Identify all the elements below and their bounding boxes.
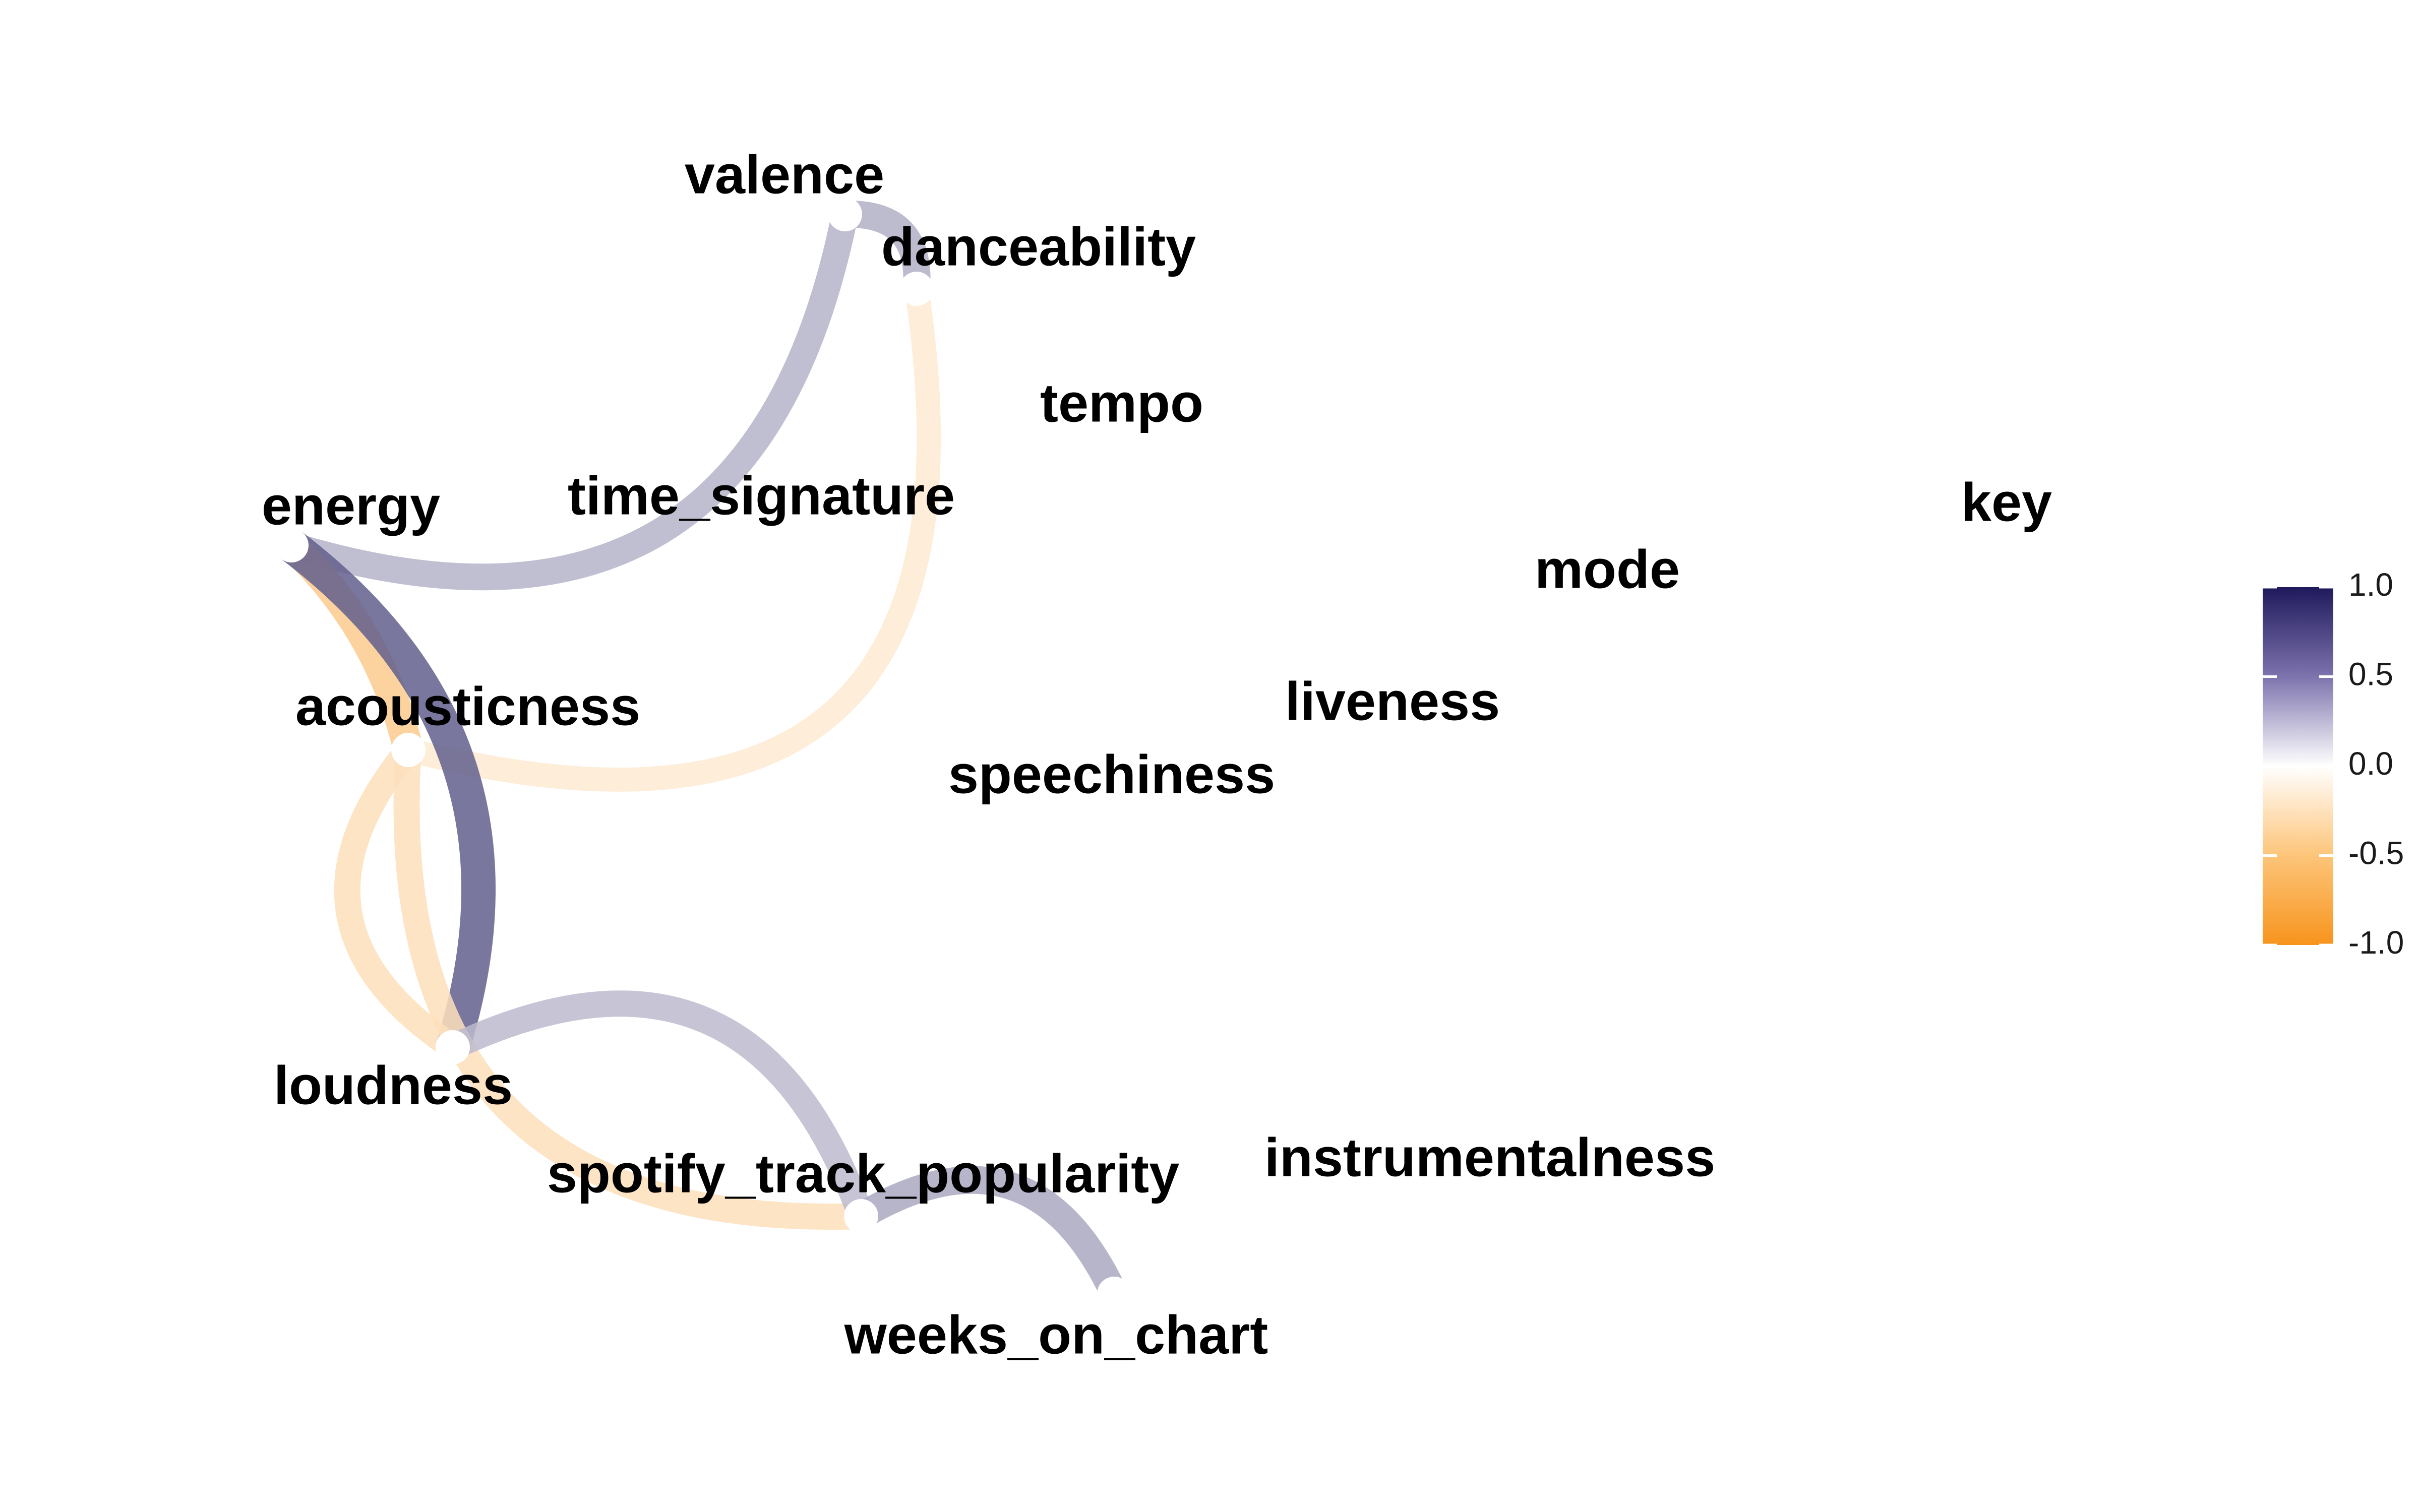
node-label-liveness: liveness bbox=[1285, 671, 1500, 732]
node-point-weeks_on_chart bbox=[1097, 1277, 1131, 1311]
node-point-valence bbox=[828, 197, 862, 231]
legend-tick-label: 0.5 bbox=[2348, 656, 2393, 692]
edges-layer bbox=[281, 200, 1127, 1300]
edge-acousticness-loudness bbox=[334, 741, 460, 1058]
node-point-acousticness bbox=[391, 733, 426, 767]
node-label-weeks_on_chart: weeks_on_chart bbox=[844, 1304, 1268, 1365]
edge-spotify_track_popularity-weeks_on_chart bbox=[854, 1166, 1127, 1300]
color-legend: 1.0 0.5 0.0 -0.5 -1.0 bbox=[2263, 566, 2404, 961]
edge-danceability-acousticness bbox=[405, 287, 941, 792]
node-labels-layer: valence danceability tempo time_signature en… bbox=[262, 144, 2052, 1365]
node-point-loudness bbox=[436, 1030, 470, 1064]
node-label-danceability: danceability bbox=[881, 216, 1196, 277]
node-label-loudness: loudness bbox=[274, 1055, 513, 1116]
node-point-energy bbox=[274, 528, 309, 562]
node-label-tempo: tempo bbox=[1040, 372, 1203, 433]
node-label-valence: valence bbox=[685, 144, 884, 205]
edge-acousticness-spotify_track_popularity bbox=[393, 749, 862, 1230]
edge-energy-loudness bbox=[281, 531, 496, 1053]
edge-energy-valence bbox=[287, 211, 858, 591]
node-label-spotify_track_popularity: spotify_track_popularity bbox=[547, 1143, 1179, 1204]
node-label-acousticness: acousticness bbox=[295, 676, 640, 737]
node-point-danceability bbox=[899, 272, 934, 306]
legend-tick-label: 1.0 bbox=[2348, 566, 2393, 603]
node-label-speechiness: speechiness bbox=[948, 744, 1275, 805]
node-label-mode: mode bbox=[1535, 539, 1680, 600]
nodes-layer bbox=[274, 197, 1131, 1311]
legend-tick-label: 0.0 bbox=[2348, 745, 2393, 782]
edge-valence-danceability bbox=[844, 200, 931, 290]
node-label-time_signature: time_signature bbox=[568, 465, 955, 526]
legend-tick-label: -0.5 bbox=[2348, 835, 2404, 871]
node-label-instrumentalness: instrumentalness bbox=[1264, 1127, 1715, 1188]
legend-tick-label: -1.0 bbox=[2348, 924, 2404, 961]
edge-loudness-spotify_track_popularity bbox=[447, 990, 874, 1221]
node-label-energy: energy bbox=[262, 475, 440, 536]
node-point-spotify_track_popularity bbox=[844, 1199, 878, 1233]
node-label-key: key bbox=[1961, 472, 2052, 533]
